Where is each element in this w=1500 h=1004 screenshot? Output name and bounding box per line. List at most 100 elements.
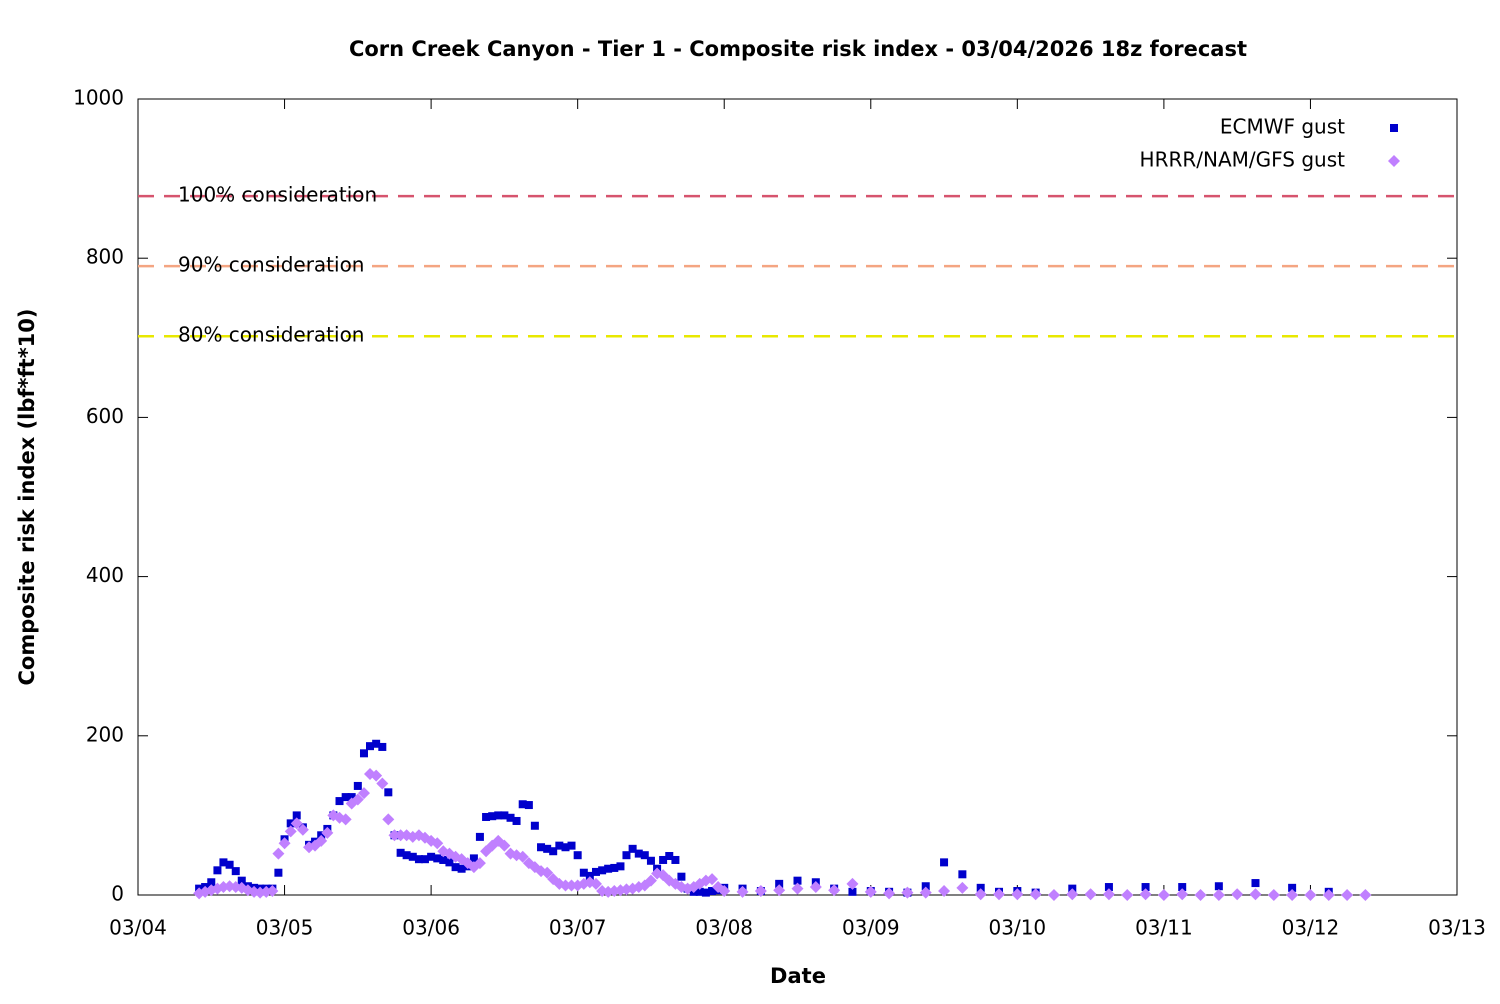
point <box>634 849 643 858</box>
point <box>644 874 657 887</box>
point <box>589 877 602 890</box>
point <box>469 854 478 863</box>
point <box>296 823 309 836</box>
point <box>976 883 985 892</box>
point <box>754 885 767 898</box>
point <box>793 876 802 885</box>
point <box>585 871 594 880</box>
point <box>646 856 655 865</box>
y-axis-label: Composite risk index (lbf*ft*10) <box>15 308 39 685</box>
point <box>791 882 804 895</box>
point <box>272 847 285 860</box>
point <box>974 888 987 901</box>
x-tick-label: 03/10 <box>989 916 1047 940</box>
point <box>718 885 731 898</box>
point <box>1157 889 1170 901</box>
point <box>451 863 460 872</box>
legend-label: HRRR/NAM/GFS gust <box>1140 148 1346 172</box>
point <box>565 879 578 892</box>
point <box>1212 889 1225 901</box>
point <box>1194 889 1207 901</box>
point <box>219 858 228 867</box>
point <box>315 834 328 847</box>
point <box>506 813 515 822</box>
point <box>628 844 637 853</box>
legend-marker <box>1390 124 1398 132</box>
threshold-label: 100% consideration <box>178 183 377 207</box>
point <box>370 769 383 782</box>
point <box>231 867 240 876</box>
point <box>1066 888 1079 901</box>
legend-label: ECMWF gust <box>1220 115 1345 139</box>
point <box>604 864 613 873</box>
point <box>1121 889 1134 901</box>
point <box>828 884 841 897</box>
point <box>956 881 969 894</box>
x-axis-label: Date <box>770 964 826 988</box>
point <box>339 813 352 826</box>
point <box>286 819 295 828</box>
point <box>938 885 951 898</box>
point <box>848 887 857 896</box>
point <box>1029 888 1042 901</box>
x-tick-label: 03/07 <box>549 916 607 940</box>
point <box>775 879 784 888</box>
point <box>1139 888 1152 901</box>
point <box>382 813 395 826</box>
point <box>396 848 405 857</box>
point <box>610 863 619 872</box>
point <box>809 881 822 894</box>
point <box>524 801 533 810</box>
point <box>384 788 393 797</box>
point <box>543 844 552 853</box>
y-tick-label: 800 <box>86 245 124 269</box>
point <box>561 843 570 852</box>
threshold-label: 90% consideration <box>178 253 364 277</box>
point <box>292 811 301 820</box>
point <box>1178 883 1187 892</box>
point <box>567 841 576 850</box>
point <box>846 877 859 890</box>
point <box>940 858 949 867</box>
point <box>537 843 546 852</box>
point <box>473 857 486 870</box>
point <box>708 887 717 896</box>
point <box>701 888 710 897</box>
point <box>278 837 291 850</box>
point <box>475 832 484 841</box>
point <box>376 777 389 790</box>
y-tick-label: 1000 <box>73 86 124 110</box>
point <box>408 852 417 861</box>
x-tick-label: 03/11 <box>1135 916 1193 940</box>
point <box>1359 889 1372 901</box>
point <box>488 812 497 821</box>
point <box>541 866 554 879</box>
point <box>351 793 364 806</box>
point <box>530 821 539 830</box>
point <box>433 854 442 863</box>
point <box>518 800 527 809</box>
threshold-label: 80% consideration <box>178 323 364 347</box>
x-tick-label: 03/12 <box>1282 916 1340 940</box>
point <box>640 851 649 860</box>
point <box>321 826 334 839</box>
point <box>901 886 914 899</box>
point <box>598 866 607 875</box>
point <box>457 864 466 873</box>
point <box>498 839 511 852</box>
point <box>1304 889 1317 901</box>
x-tick-label: 03/09 <box>842 916 900 940</box>
point <box>347 793 356 802</box>
point <box>921 882 930 891</box>
x-tick-label: 03/08 <box>695 916 753 940</box>
y-tick-label: 200 <box>86 722 124 746</box>
point <box>388 829 401 842</box>
point <box>559 879 572 892</box>
point <box>335 797 344 806</box>
point <box>482 812 491 821</box>
point <box>736 885 749 898</box>
point <box>237 876 246 885</box>
point <box>414 855 423 864</box>
